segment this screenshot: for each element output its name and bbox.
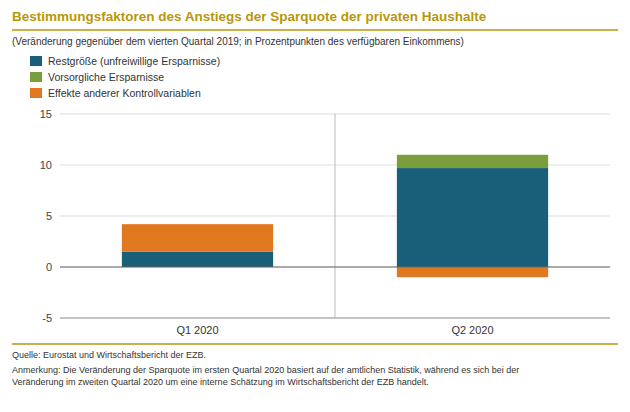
- legend-label: Restgröße (unfreiwillige Ersparnisse): [48, 55, 220, 67]
- y-tick-label: -5: [42, 312, 52, 324]
- y-tick-label: 5: [46, 210, 52, 222]
- legend: Restgröße (unfreiwillige Ersparnisse) Vor…: [30, 55, 220, 99]
- category-divider: [335, 114, 336, 318]
- grid-line: [60, 267, 610, 268]
- title-rule: [12, 29, 618, 31]
- bar: [122, 252, 273, 267]
- annotation-line: Quelle: Eurostat und Wirtschaftsbericht …: [12, 350, 206, 360]
- annotation: Quelle: Eurostat und Wirtschaftsbericht …: [12, 350, 206, 360]
- x-tick-label: Q2 2020: [451, 324, 493, 336]
- legend-swatch: [30, 88, 42, 98]
- annotation-line: Anmerkung: Die Veränderung der Sparquote…: [12, 365, 519, 375]
- title: Bestimmungsfaktoren des Anstiegs der Spa…: [12, 9, 487, 24]
- legend-swatch: [30, 56, 42, 66]
- legend-label: Effekte anderer Kontrollvariablen: [48, 87, 201, 99]
- legend-label: Vorsorgliche Ersparnisse: [48, 71, 164, 83]
- chart: Bestimmungsfaktoren des Anstiegs der Spa…: [0, 0, 630, 412]
- y-tick-label: 10: [40, 159, 52, 171]
- zero-line: [60, 267, 610, 268]
- bar: [397, 168, 548, 267]
- x-tick-label: Q1 2020: [176, 324, 218, 336]
- annotation-line: Veränderung im zweiten Quartal 2020 um e…: [12, 377, 429, 387]
- footer-rule: [12, 343, 618, 345]
- y-axis: -5 0 5 10 15: [40, 108, 610, 324]
- legend-swatch: [30, 72, 42, 82]
- y-tick-label: 0: [46, 261, 52, 273]
- annotation: Anmerkung: Die Veränderung der Sparquote…: [12, 365, 519, 387]
- subtitle: (Veränderung gegenüber dem vierten Quart…: [12, 36, 464, 47]
- bar: [397, 155, 548, 168]
- bar: [397, 267, 548, 277]
- bars: [122, 155, 548, 277]
- y-tick-label: 15: [40, 108, 52, 120]
- bar: [122, 224, 273, 252]
